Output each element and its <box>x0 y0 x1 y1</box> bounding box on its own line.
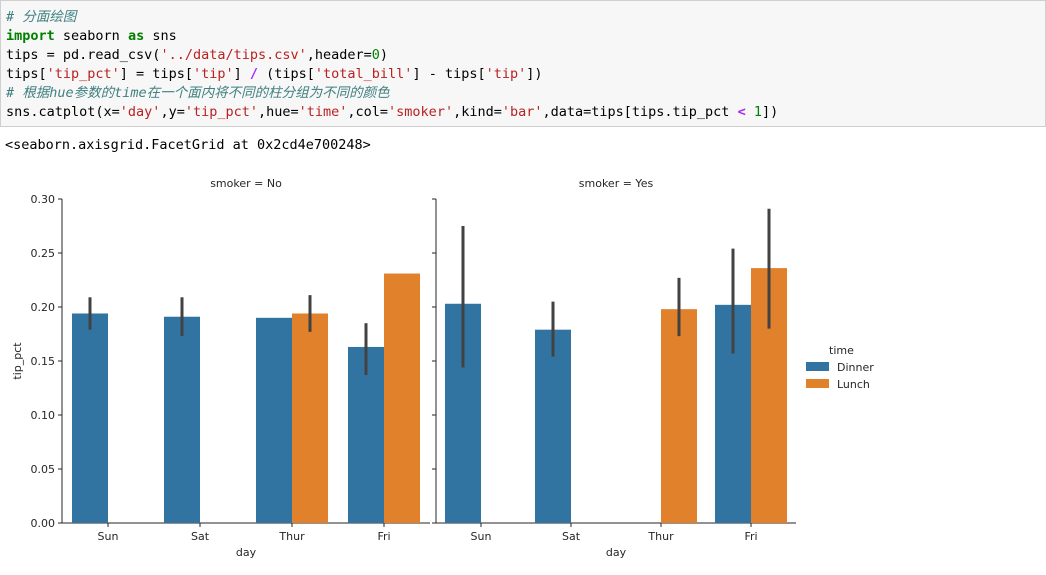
code-line-6: sns.catplot(x='day',y='tip_pct',hue='tim… <box>6 104 778 120</box>
bar-dinner-thur <box>256 317 292 523</box>
code-string: 'time' <box>298 104 348 120</box>
y-axis-label: tip_pct <box>11 342 24 380</box>
code-line-3: tips = pd.read_csv('../data/tips.csv',he… <box>6 47 388 63</box>
code-operator: / <box>249 66 258 82</box>
code-string: 'tip_pct' <box>46 66 120 82</box>
code-line-4: tips['tip_pct'] = tips['tip'] / (tips['t… <box>6 66 543 82</box>
code-text: seaborn <box>54 28 128 44</box>
y-tick-label: 0.00 <box>31 517 56 530</box>
code-number: 1 <box>753 104 762 120</box>
x-tick-label: Fri <box>377 530 390 543</box>
x-axis-label: day <box>606 546 627 559</box>
code-text: ,y= <box>160 104 185 120</box>
x-axis-label: day <box>236 546 257 559</box>
y-tick-label: 0.05 <box>31 463 56 476</box>
cell-output-text: <seaborn.axisgrid.FacetGrid at 0x2cd4e70… <box>5 137 371 153</box>
bar-lunch-thur <box>661 309 697 523</box>
x-tick-label: Thur <box>647 530 674 543</box>
legend-label-dinner: Dinner <box>837 361 874 374</box>
x-tick-label: Sat <box>562 530 581 543</box>
keyword: import <box>6 28 55 44</box>
code-text: sns <box>144 28 177 44</box>
code-operator: < <box>737 104 746 120</box>
code-text: sns.catplot(x= <box>6 104 120 120</box>
code-comment: # 根据hue参数的time在一个面内将不同的柱分组为不同的颜色 <box>6 85 390 101</box>
code-text: ,header= <box>306 47 372 63</box>
bar-lunch-thur <box>292 313 328 523</box>
legend-title: time <box>829 344 854 357</box>
code-string: '../data/tips.csv' <box>160 47 307 63</box>
y-tick-label: 0.10 <box>31 409 56 422</box>
bar-dinner-sat <box>535 329 571 523</box>
keyword: as <box>127 28 145 44</box>
code-text: ]) <box>762 104 779 120</box>
code-text: tips = pd.read_csv( <box>6 47 161 63</box>
legend-label-lunch: Lunch <box>837 378 870 391</box>
facet-bar-chart: smoker = No 0.00 0.05 0.10 0.15 0.20 0.25 0.30 S… <box>11 177 874 559</box>
x-tick-label: Sat <box>191 530 210 543</box>
code-text <box>746 104 754 120</box>
y-tick-label: 0.30 <box>31 193 56 206</box>
legend-swatch-dinner <box>806 362 829 371</box>
y-tick-label: 0.20 <box>31 301 56 314</box>
x-tick-label: Sun <box>471 530 492 543</box>
code-string: 'tip_pct' <box>184 104 258 120</box>
bar-lunch-fri <box>384 273 420 523</box>
code-number: 0 <box>371 47 380 63</box>
facet-title: smoker = Yes <box>579 177 654 190</box>
code-string: 'tip' <box>192 66 234 82</box>
code-string: 'day' <box>119 104 161 120</box>
code-string: 'smoker' <box>388 104 454 120</box>
facet-title: smoker = No <box>210 177 282 190</box>
code-block: # 分面绘图 import seaborn as sns tips = pd.r… <box>6 8 778 122</box>
code-text: ] = tips[ <box>119 66 193 82</box>
bar-dinner-sun <box>72 313 108 523</box>
code-text: ] <box>233 66 250 82</box>
code-text: ,data=tips[tips.tip_pct <box>542 104 738 120</box>
code-text: (tips[ <box>258 66 315 82</box>
code-text: ,hue= <box>257 104 299 120</box>
legend-swatch-lunch <box>806 379 829 388</box>
code-text: ]) <box>526 66 543 82</box>
x-tick-label: Thur <box>278 530 305 543</box>
code-comment: # 分面绘图 <box>6 9 77 25</box>
code-text: ,kind= <box>453 104 502 120</box>
bar-dinner-sat <box>164 316 200 523</box>
x-tick-label: Fri <box>744 530 757 543</box>
code-line-5: # 根据hue参数的time在一个面内将不同的柱分组为不同的颜色 <box>6 85 390 101</box>
code-cell[interactable]: # 分面绘图 import seaborn as sns tips = pd.r… <box>0 0 1046 127</box>
code-string: 'bar' <box>501 104 543 120</box>
x-tick-label: Sun <box>98 530 119 543</box>
code-line-1: # 分面绘图 <box>6 9 76 25</box>
code-line-2: import seaborn as sns <box>6 28 177 44</box>
y-tick-label: 0.15 <box>31 355 56 368</box>
code-text: ] - tips[ <box>412 66 486 82</box>
code-text: tips[ <box>6 66 47 82</box>
code-text: ,col= <box>347 104 389 120</box>
code-string: 'total_bill' <box>314 66 413 82</box>
code-text: ) <box>379 47 389 63</box>
bar-dinner-fri <box>348 346 384 523</box>
y-tick-label: 0.25 <box>31 247 56 260</box>
code-string: 'tip' <box>485 66 527 82</box>
